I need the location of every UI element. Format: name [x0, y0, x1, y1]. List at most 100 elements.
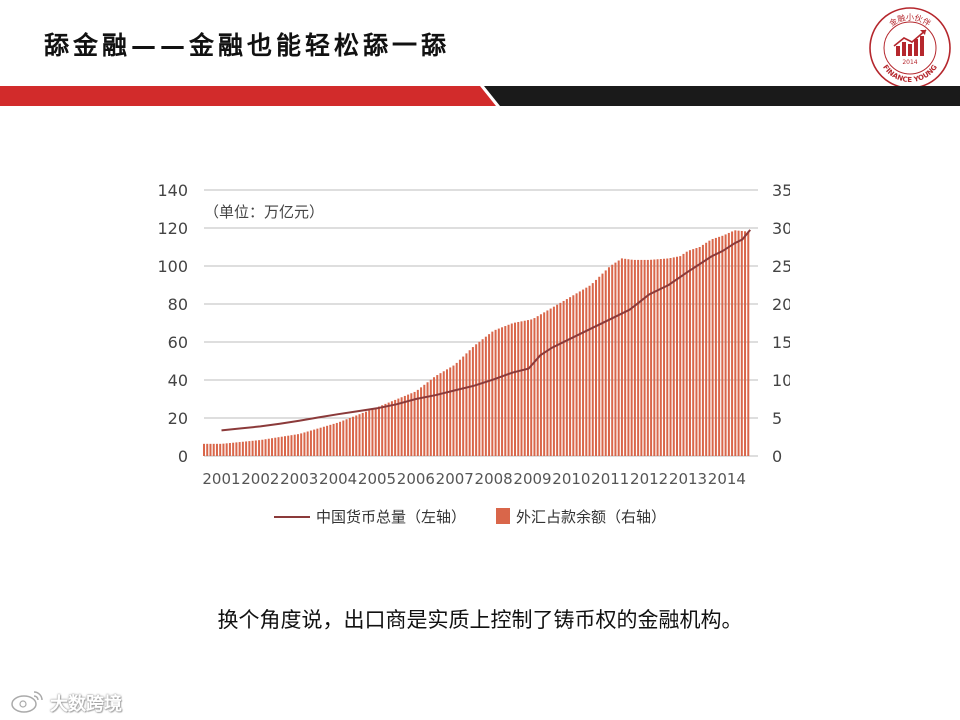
- fx-bar: [458, 359, 461, 456]
- fx-bar: [332, 423, 335, 456]
- fx-bar: [701, 244, 704, 456]
- x-tick-label: 2001: [202, 470, 240, 488]
- fx-bar: [588, 285, 591, 456]
- fx-bar: [685, 251, 688, 456]
- fx-bar: [293, 434, 296, 456]
- left-tick-label: 140: [157, 181, 188, 200]
- fx-bar: [526, 320, 529, 456]
- fx-bar: [598, 276, 601, 456]
- fx-bar: [682, 253, 685, 456]
- fx-bar: [607, 267, 610, 456]
- fx-bar: [614, 262, 617, 456]
- fx-bar: [384, 403, 387, 456]
- left-axis-ticks: 0 20 40 60 80 100 120 140: [157, 181, 188, 466]
- fx-bar: [656, 259, 659, 456]
- watermark-text: 大数跨境: [50, 694, 122, 715]
- chart-legend: 中国货币总量（左轴） 外汇占款余额（右轴）: [274, 508, 666, 526]
- fx-bar: [514, 322, 517, 456]
- fx-bar: [582, 289, 585, 456]
- fx-bar: [219, 443, 222, 456]
- fx-bar: [669, 258, 672, 456]
- fx-bar: [426, 382, 429, 456]
- fx-bar: [633, 259, 636, 456]
- fx-bar: [374, 407, 377, 456]
- fx-bar: [280, 436, 283, 456]
- fx-bar: [410, 393, 413, 456]
- fx-bar: [387, 402, 390, 456]
- left-tick-label: 100: [157, 257, 188, 276]
- fx-bar: [296, 434, 299, 456]
- fx-bar: [439, 373, 442, 456]
- fx-bar: [692, 249, 695, 456]
- x-tick-label: 2011: [591, 470, 629, 488]
- fx-reserve-bars: [202, 230, 750, 456]
- slide-title: 舔金融——金融也能轻松舔一舔: [44, 31, 451, 60]
- fx-bar: [407, 394, 410, 456]
- fx-bar: [342, 420, 345, 456]
- fx-bar: [688, 250, 691, 456]
- right-tick-label: 5: [772, 409, 782, 428]
- fx-bar: [578, 291, 581, 456]
- right-tick-label: 20: [772, 295, 790, 314]
- fx-bar: [267, 438, 270, 456]
- fx-bar: [313, 429, 316, 456]
- fx-bar: [335, 422, 338, 456]
- fx-bar: [601, 273, 604, 456]
- fx-bar: [488, 334, 491, 456]
- fx-bar: [484, 336, 487, 456]
- fx-bar: [718, 236, 721, 456]
- fx-bar: [390, 401, 393, 456]
- x-tick-label: 2003: [280, 470, 318, 488]
- fx-bar: [620, 258, 623, 456]
- left-tick-label: 60: [168, 333, 188, 352]
- fx-bar: [416, 389, 419, 456]
- fx-bar: [478, 341, 481, 456]
- fx-bar: [274, 437, 277, 456]
- money-supply-line-layer: [221, 229, 751, 432]
- logo-top-text: 金融小伙伴: [887, 12, 933, 28]
- fx-bar: [455, 362, 458, 456]
- fx-bar: [471, 347, 474, 456]
- fx-bar: [672, 257, 675, 456]
- fx-bar: [666, 258, 669, 456]
- fx-bar: [591, 283, 594, 456]
- fx-bar: [449, 367, 452, 456]
- left-tick-label: 0: [178, 447, 188, 466]
- fx-bar: [523, 320, 526, 456]
- fx-bar: [381, 405, 384, 456]
- fx-bar: [232, 442, 235, 456]
- money-supply-line: [221, 229, 751, 432]
- fx-bar: [546, 310, 549, 456]
- fx-bar: [358, 414, 361, 456]
- fx-bar: [536, 316, 539, 456]
- x-tick-label: 2007: [436, 470, 474, 488]
- fx-bar: [640, 259, 643, 456]
- x-tick-label: 2012: [630, 470, 668, 488]
- fx-bar: [517, 321, 520, 456]
- fx-bar: [724, 234, 727, 456]
- fx-bar: [222, 443, 225, 456]
- fx-bar: [575, 293, 578, 456]
- fx-bar: [630, 259, 633, 456]
- x-tick-label: 2006: [397, 470, 435, 488]
- fx-bar: [721, 235, 724, 456]
- fx-bar: [228, 443, 231, 456]
- legend-line-label: 中国货币总量（左轴）: [316, 508, 466, 526]
- fx-bar: [556, 304, 559, 456]
- fx-bar: [348, 418, 351, 456]
- fx-bar: [507, 324, 510, 456]
- fx-bar: [481, 339, 484, 456]
- fx-bar: [436, 375, 439, 456]
- fx-bar: [245, 441, 248, 456]
- slide-caption: 换个角度说，出口商是实质上控制了铸币权的金融机构。: [217, 608, 743, 632]
- fx-bar: [708, 240, 711, 456]
- fx-bar: [533, 318, 536, 456]
- fx-bar: [659, 259, 662, 456]
- fx-bar: [413, 391, 416, 456]
- fx-bar: [254, 440, 257, 456]
- fx-bar: [468, 350, 471, 456]
- fx-bar: [462, 356, 465, 456]
- right-tick-label: 25: [772, 257, 790, 276]
- right-tick-label: 10: [772, 371, 790, 390]
- fx-bar: [734, 230, 737, 456]
